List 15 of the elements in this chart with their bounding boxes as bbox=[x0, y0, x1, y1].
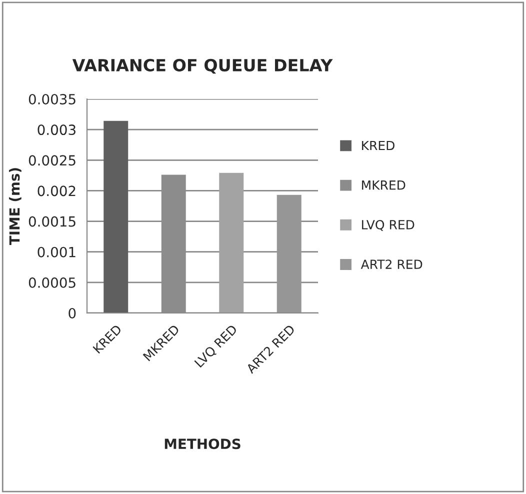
y-tick-label: 0.0025 bbox=[28, 155, 76, 166]
y-tick-label: 0.0035 bbox=[28, 94, 76, 104]
y-axis-title: TIME (ms) bbox=[9, 168, 22, 246]
y-tick-label: 0.001 bbox=[38, 246, 76, 258]
legend-label: LVQ RED bbox=[362, 220, 414, 231]
y-tick-label: 0.003 bbox=[38, 124, 76, 136]
y-tick-label: 0 bbox=[68, 308, 76, 318]
legend-label: ART2 RED bbox=[360, 260, 422, 269]
y-tick-label: 0.002 bbox=[38, 186, 76, 196]
legend-label: MKRED bbox=[362, 180, 406, 190]
legend-label: KRED bbox=[362, 140, 394, 150]
x-axis-title: METHODS bbox=[164, 438, 240, 450]
y-tick-label: 0.0005 bbox=[28, 277, 76, 288]
chart-title: VARIANCE OF QUEUE DELAY bbox=[72, 58, 333, 74]
y-tick-label: 0.0015 bbox=[28, 216, 76, 227]
